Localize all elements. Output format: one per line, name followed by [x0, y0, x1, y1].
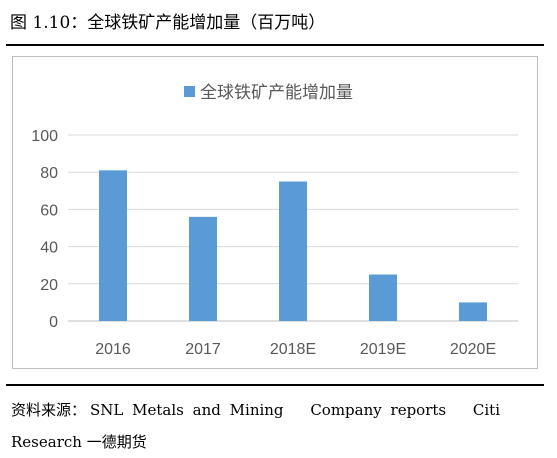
y-tick-label: 40	[40, 240, 58, 257]
bar-chart: 0 20 40 60 80 100 2016 2017 2018E 2019E 2020E 全球铁矿产…	[31, 83, 518, 358]
source-line-1: 资料来源： SNL Metals and Mining Company repor…	[11, 394, 552, 426]
figure-title: 图 1.10：全球铁矿产能增加量（百万吨）	[10, 13, 326, 33]
bottom-rule	[6, 384, 544, 386]
source-word: and	[192, 401, 221, 419]
source-word: SNL	[90, 401, 124, 419]
source-word: Metals	[132, 401, 184, 419]
y-tick-label: 0	[49, 314, 58, 331]
y-tick-label: 100	[31, 128, 58, 145]
bar	[279, 181, 307, 321]
source-label: 资料来源：	[11, 401, 87, 419]
source-word: Company	[310, 401, 382, 419]
bar	[369, 274, 397, 321]
source-word: Citi	[472, 401, 500, 419]
top-rule	[6, 44, 544, 46]
y-tick-label: 20	[40, 277, 58, 294]
y-tick-label: 80	[40, 165, 58, 182]
legend-swatch	[184, 86, 195, 97]
x-tick-label: 2018E	[270, 341, 316, 358]
x-tick-label: 2016	[95, 341, 131, 358]
bar	[99, 170, 127, 321]
source-word: reports	[390, 401, 447, 419]
x-tick-label: 2020E	[450, 341, 496, 358]
chart-container: 0 20 40 60 80 100 2016 2017 2018E 2019E 2020E 全球铁矿产…	[12, 56, 538, 369]
source-note: 资料来源： SNL Metals and Mining Company repor…	[11, 394, 552, 458]
source-line-2: Research 一德期货	[11, 433, 147, 451]
source-word: Mining	[229, 401, 284, 419]
x-tick-label: 2017	[185, 341, 221, 358]
bar	[459, 302, 487, 321]
y-tick-label: 60	[40, 202, 58, 219]
x-tick-label: 2019E	[360, 341, 406, 358]
legend-label: 全球铁矿产能增加量	[200, 83, 353, 103]
bar	[189, 216, 217, 321]
